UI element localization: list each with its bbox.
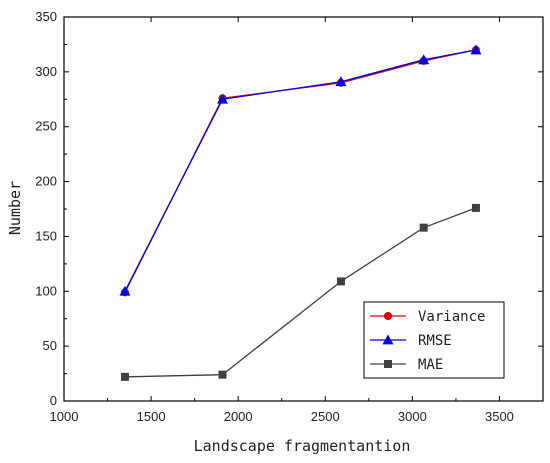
y-tick-label: 150 — [35, 228, 57, 243]
data-point — [218, 370, 227, 379]
y-tick-label: 100 — [35, 283, 57, 298]
data-point — [418, 54, 430, 65]
legend-item-variance: Variance — [370, 309, 485, 325]
data-point — [217, 93, 229, 104]
series-line — [124, 49, 477, 293]
data-point — [382, 334, 394, 345]
data-point — [419, 223, 428, 232]
data-point — [384, 312, 392, 320]
data-point — [119, 285, 131, 296]
data-point — [336, 277, 345, 286]
x-axis: 1000 1500 2000 2500 3000 3500 — [50, 17, 514, 424]
y-tick-label: 350 — [35, 9, 57, 24]
data-point — [384, 360, 392, 368]
x-axis-title: Landscape fragmentantion — [194, 437, 411, 455]
data-point — [471, 203, 480, 212]
legend: Variance RMSE MAE — [363, 301, 505, 379]
y-tick-label: 250 — [35, 119, 57, 134]
y-tick-label: 0 — [50, 393, 57, 408]
series-rmse — [119, 44, 482, 296]
x-tick-label: 3500 — [485, 409, 514, 424]
y-axis: 0 50 100 150 200 250 300 350 — [35, 9, 543, 408]
legend-label: Variance — [418, 309, 485, 325]
legend-item-rmse: RMSE — [370, 333, 452, 349]
x-tick-label: 1000 — [50, 409, 79, 424]
series-line — [124, 49, 477, 292]
y-tick-label: 300 — [35, 64, 57, 79]
legend-item-mae: MAE — [370, 357, 443, 373]
data-point — [335, 76, 347, 87]
x-tick-label: 1500 — [137, 409, 166, 424]
data-point — [470, 44, 482, 55]
series-layer — [119, 44, 482, 381]
data-point — [120, 372, 129, 381]
legend-label: RMSE — [418, 333, 452, 349]
y-axis-title: Number — [6, 181, 24, 235]
x-tick-label: 3000 — [398, 409, 427, 424]
series-variance — [120, 45, 480, 297]
x-tick-label: 2500 — [311, 409, 340, 424]
series-mae — [120, 203, 480, 381]
x-tick-label: 2000 — [224, 409, 253, 424]
y-tick-label: 50 — [43, 338, 57, 353]
y-tick-label: 200 — [35, 174, 57, 189]
legend-label: MAE — [418, 357, 443, 373]
